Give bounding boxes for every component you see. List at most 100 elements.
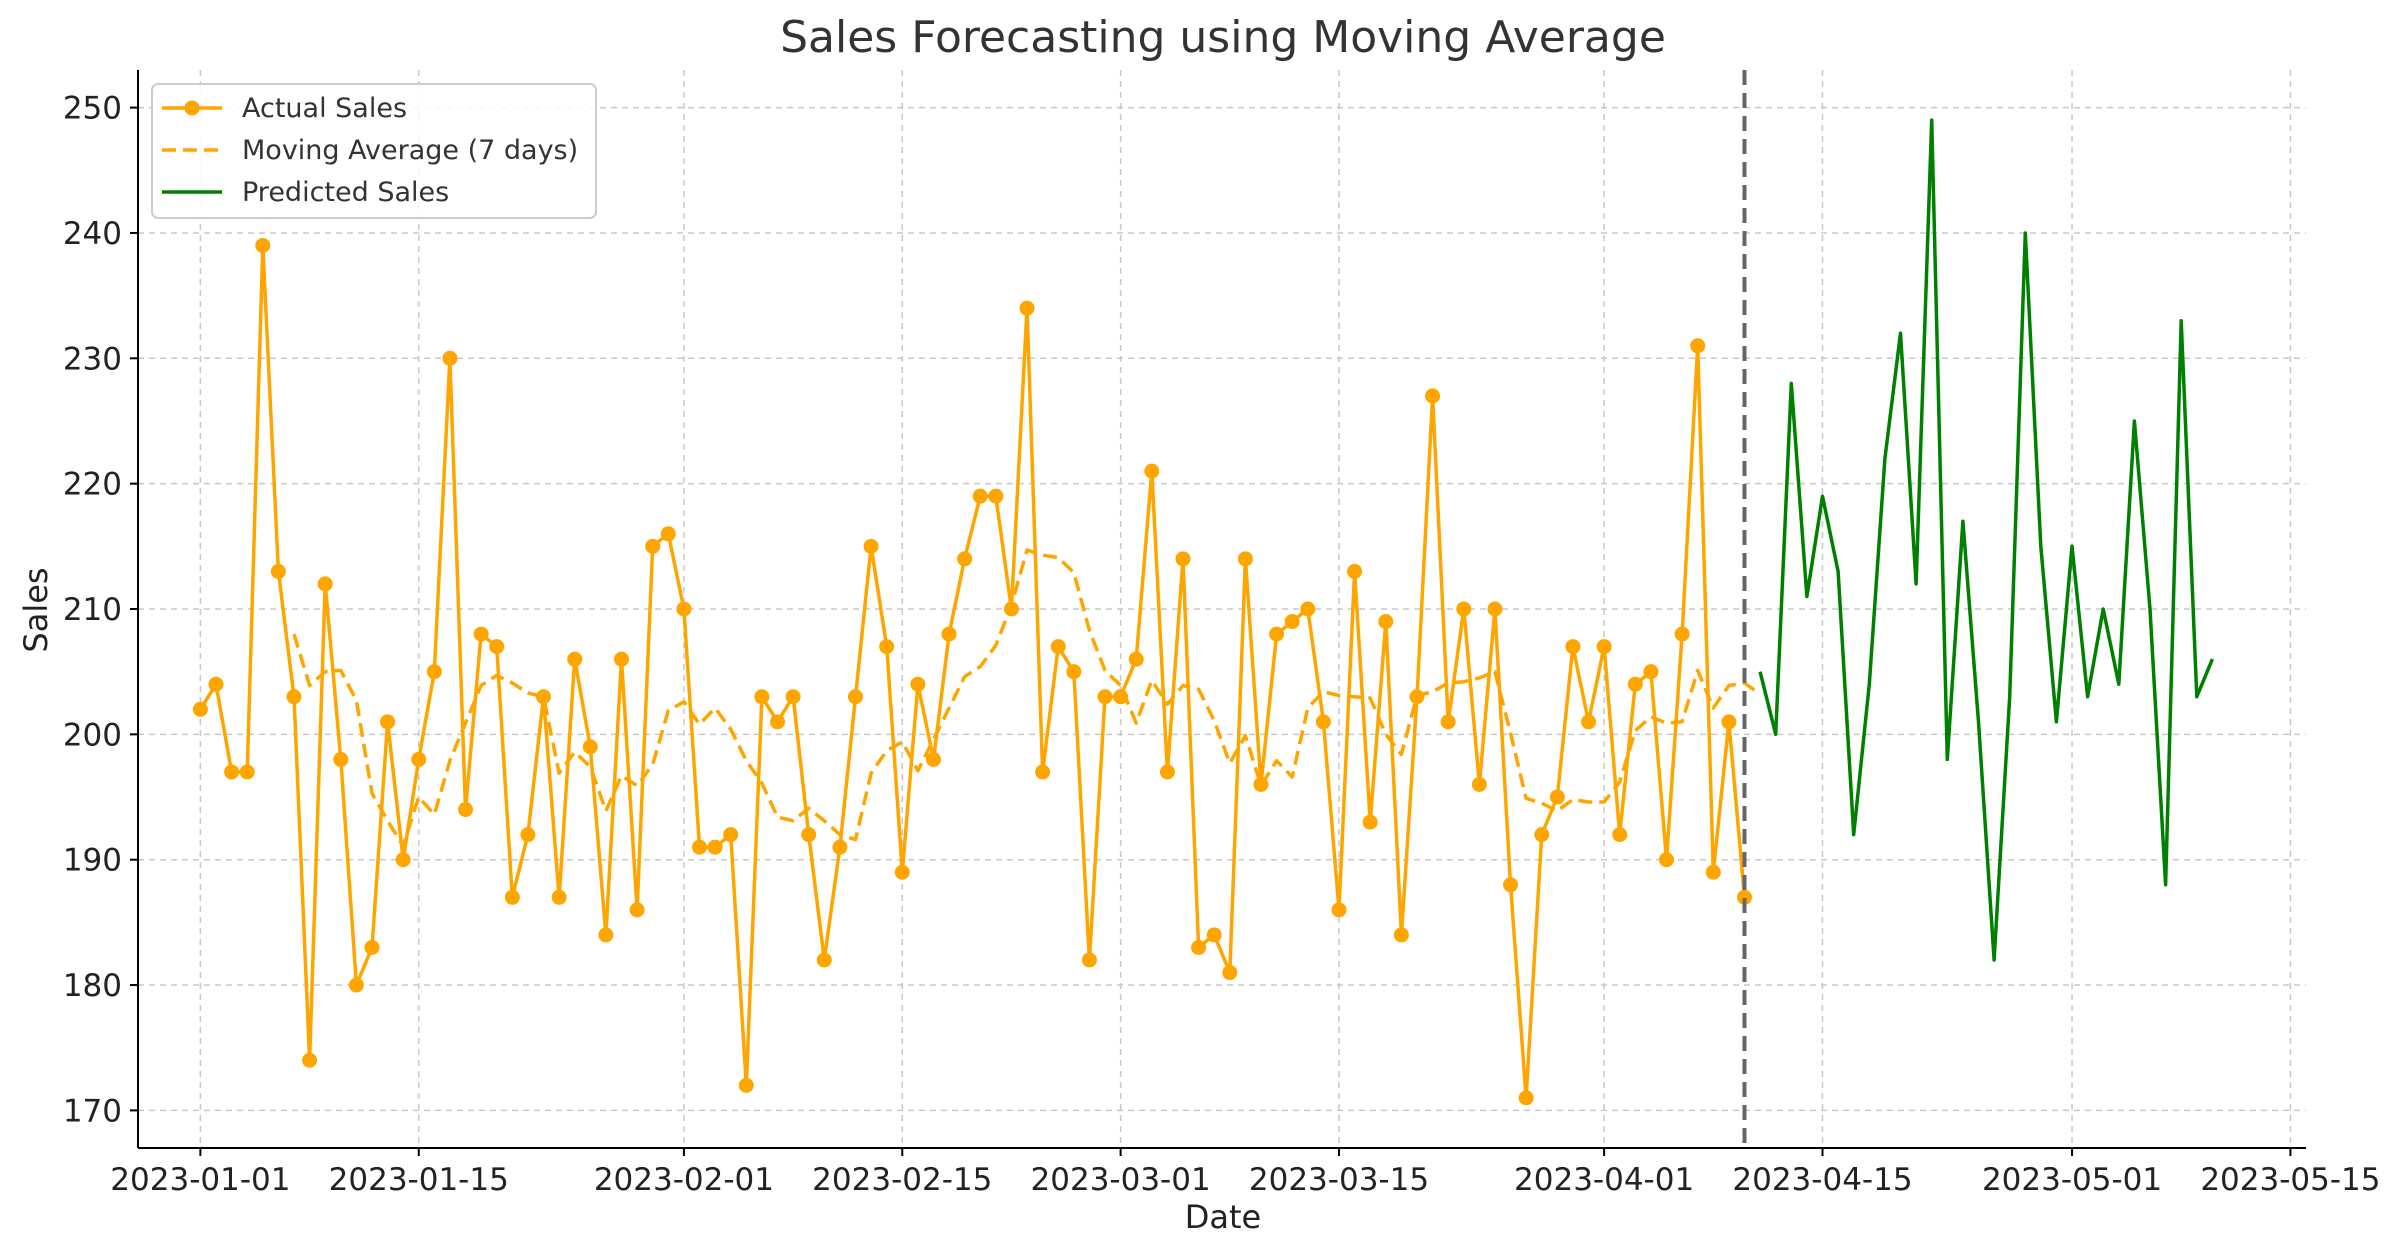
data-point [1596,639,1612,655]
data-point [302,1052,318,1068]
data-point [707,839,723,855]
data-point [1487,601,1503,617]
x-tick-label: 2023-05-15 [2200,1162,2380,1198]
data-point [1409,689,1425,705]
data-point [520,827,536,843]
data-point [957,551,973,567]
y-tick-label: 250 [63,91,122,127]
data-point [1097,689,1113,705]
data-point [1159,764,1175,780]
data-point [598,927,614,943]
data-point [192,701,208,717]
data-point [270,563,286,579]
y-tick-label: 210 [63,592,122,628]
y-tick-label: 170 [63,1093,122,1129]
data-point [1081,952,1097,968]
data-point [660,526,676,542]
x-ticks: 2023-01-01 2023-01-15 2023-02-01 2023-02-15… [110,1148,2380,1198]
data-point [1440,714,1456,730]
data-point [1503,877,1519,893]
legend: Actual Sales Moving Average (7 days) Predi… [151,83,597,219]
data-point [1705,864,1721,880]
data-point [847,689,863,705]
x-tick-label: 2023-04-01 [1514,1162,1694,1198]
y-ticks: 170 180 190 200 210 220 230 240 250 [63,91,138,1129]
data-point [754,689,770,705]
data-point [1300,601,1316,617]
data-point [458,802,474,818]
data-point [1674,626,1690,642]
data-point [426,664,442,680]
data-point [1643,664,1659,680]
data-point [1253,776,1269,792]
y-tick-label: 190 [63,843,122,879]
data-point [380,714,396,730]
data-point [1362,814,1378,830]
x-tick-label: 2023-02-01 [594,1162,774,1198]
x-tick-label: 2023-03-01 [1031,1162,1211,1198]
legend-label: Moving Average (7 days) [242,135,578,166]
data-point [1144,463,1160,479]
data-point [801,827,817,843]
data-point [1222,965,1238,981]
data-point [832,839,848,855]
data-point [1471,776,1487,792]
data-point [1347,563,1363,579]
y-axis-label: Sales [17,567,55,652]
data-point [1191,939,1207,955]
data-point [1206,927,1222,943]
data-point [1581,714,1597,730]
data-point [504,889,520,905]
data-point [395,852,411,868]
legend-entry: Actual Sales [162,93,407,124]
data-point [1113,689,1129,705]
y-tick-label: 230 [63,341,122,377]
data-point [1003,601,1019,617]
data-point [1534,827,1550,843]
x-tick-label: 2023-01-15 [329,1162,509,1198]
data-point [1456,601,1472,617]
legend-label: Actual Sales [242,93,407,124]
data-point [910,676,926,692]
data-point [1284,614,1300,630]
data-point [208,676,224,692]
legend-frame [151,83,597,219]
data-point [769,714,785,730]
data-point [1737,889,1753,905]
x-tick-label: 2023-01-01 [110,1162,290,1198]
data-point [473,626,489,642]
data-point [676,601,692,617]
data-point [1565,639,1581,655]
data-point [941,626,957,642]
x-tick-label: 2023-02-15 [812,1162,992,1198]
data-point [489,639,505,655]
x-tick-label: 2023-04-15 [1732,1162,1912,1198]
legend-marker [184,100,200,116]
series-1 [292,548,1762,848]
y-tick-label: 200 [63,717,122,753]
data-point [1518,1090,1534,1106]
data-point [255,237,271,253]
data-point [925,751,941,767]
data-point [333,751,349,767]
data-point [1378,614,1394,630]
data-point [894,864,910,880]
data-point [551,889,567,905]
data-point [364,939,380,955]
data-point [1237,551,1253,567]
data-point [691,839,707,855]
data-point [972,488,988,504]
x-axis-label: Date [1185,1198,1261,1236]
data-point [645,538,661,554]
legend-entry: Moving Average (7 days) [162,135,578,166]
data-point [286,689,302,705]
x-tick-label: 2023-05-01 [1982,1162,2162,1198]
y-tick-label: 220 [63,467,122,503]
data-point [879,639,895,655]
legend-label: Predicted Sales [242,177,449,208]
series-layer [192,118,2215,1106]
data-point [1331,902,1347,918]
series-0 [192,237,1753,1106]
series-line [198,243,1747,1100]
